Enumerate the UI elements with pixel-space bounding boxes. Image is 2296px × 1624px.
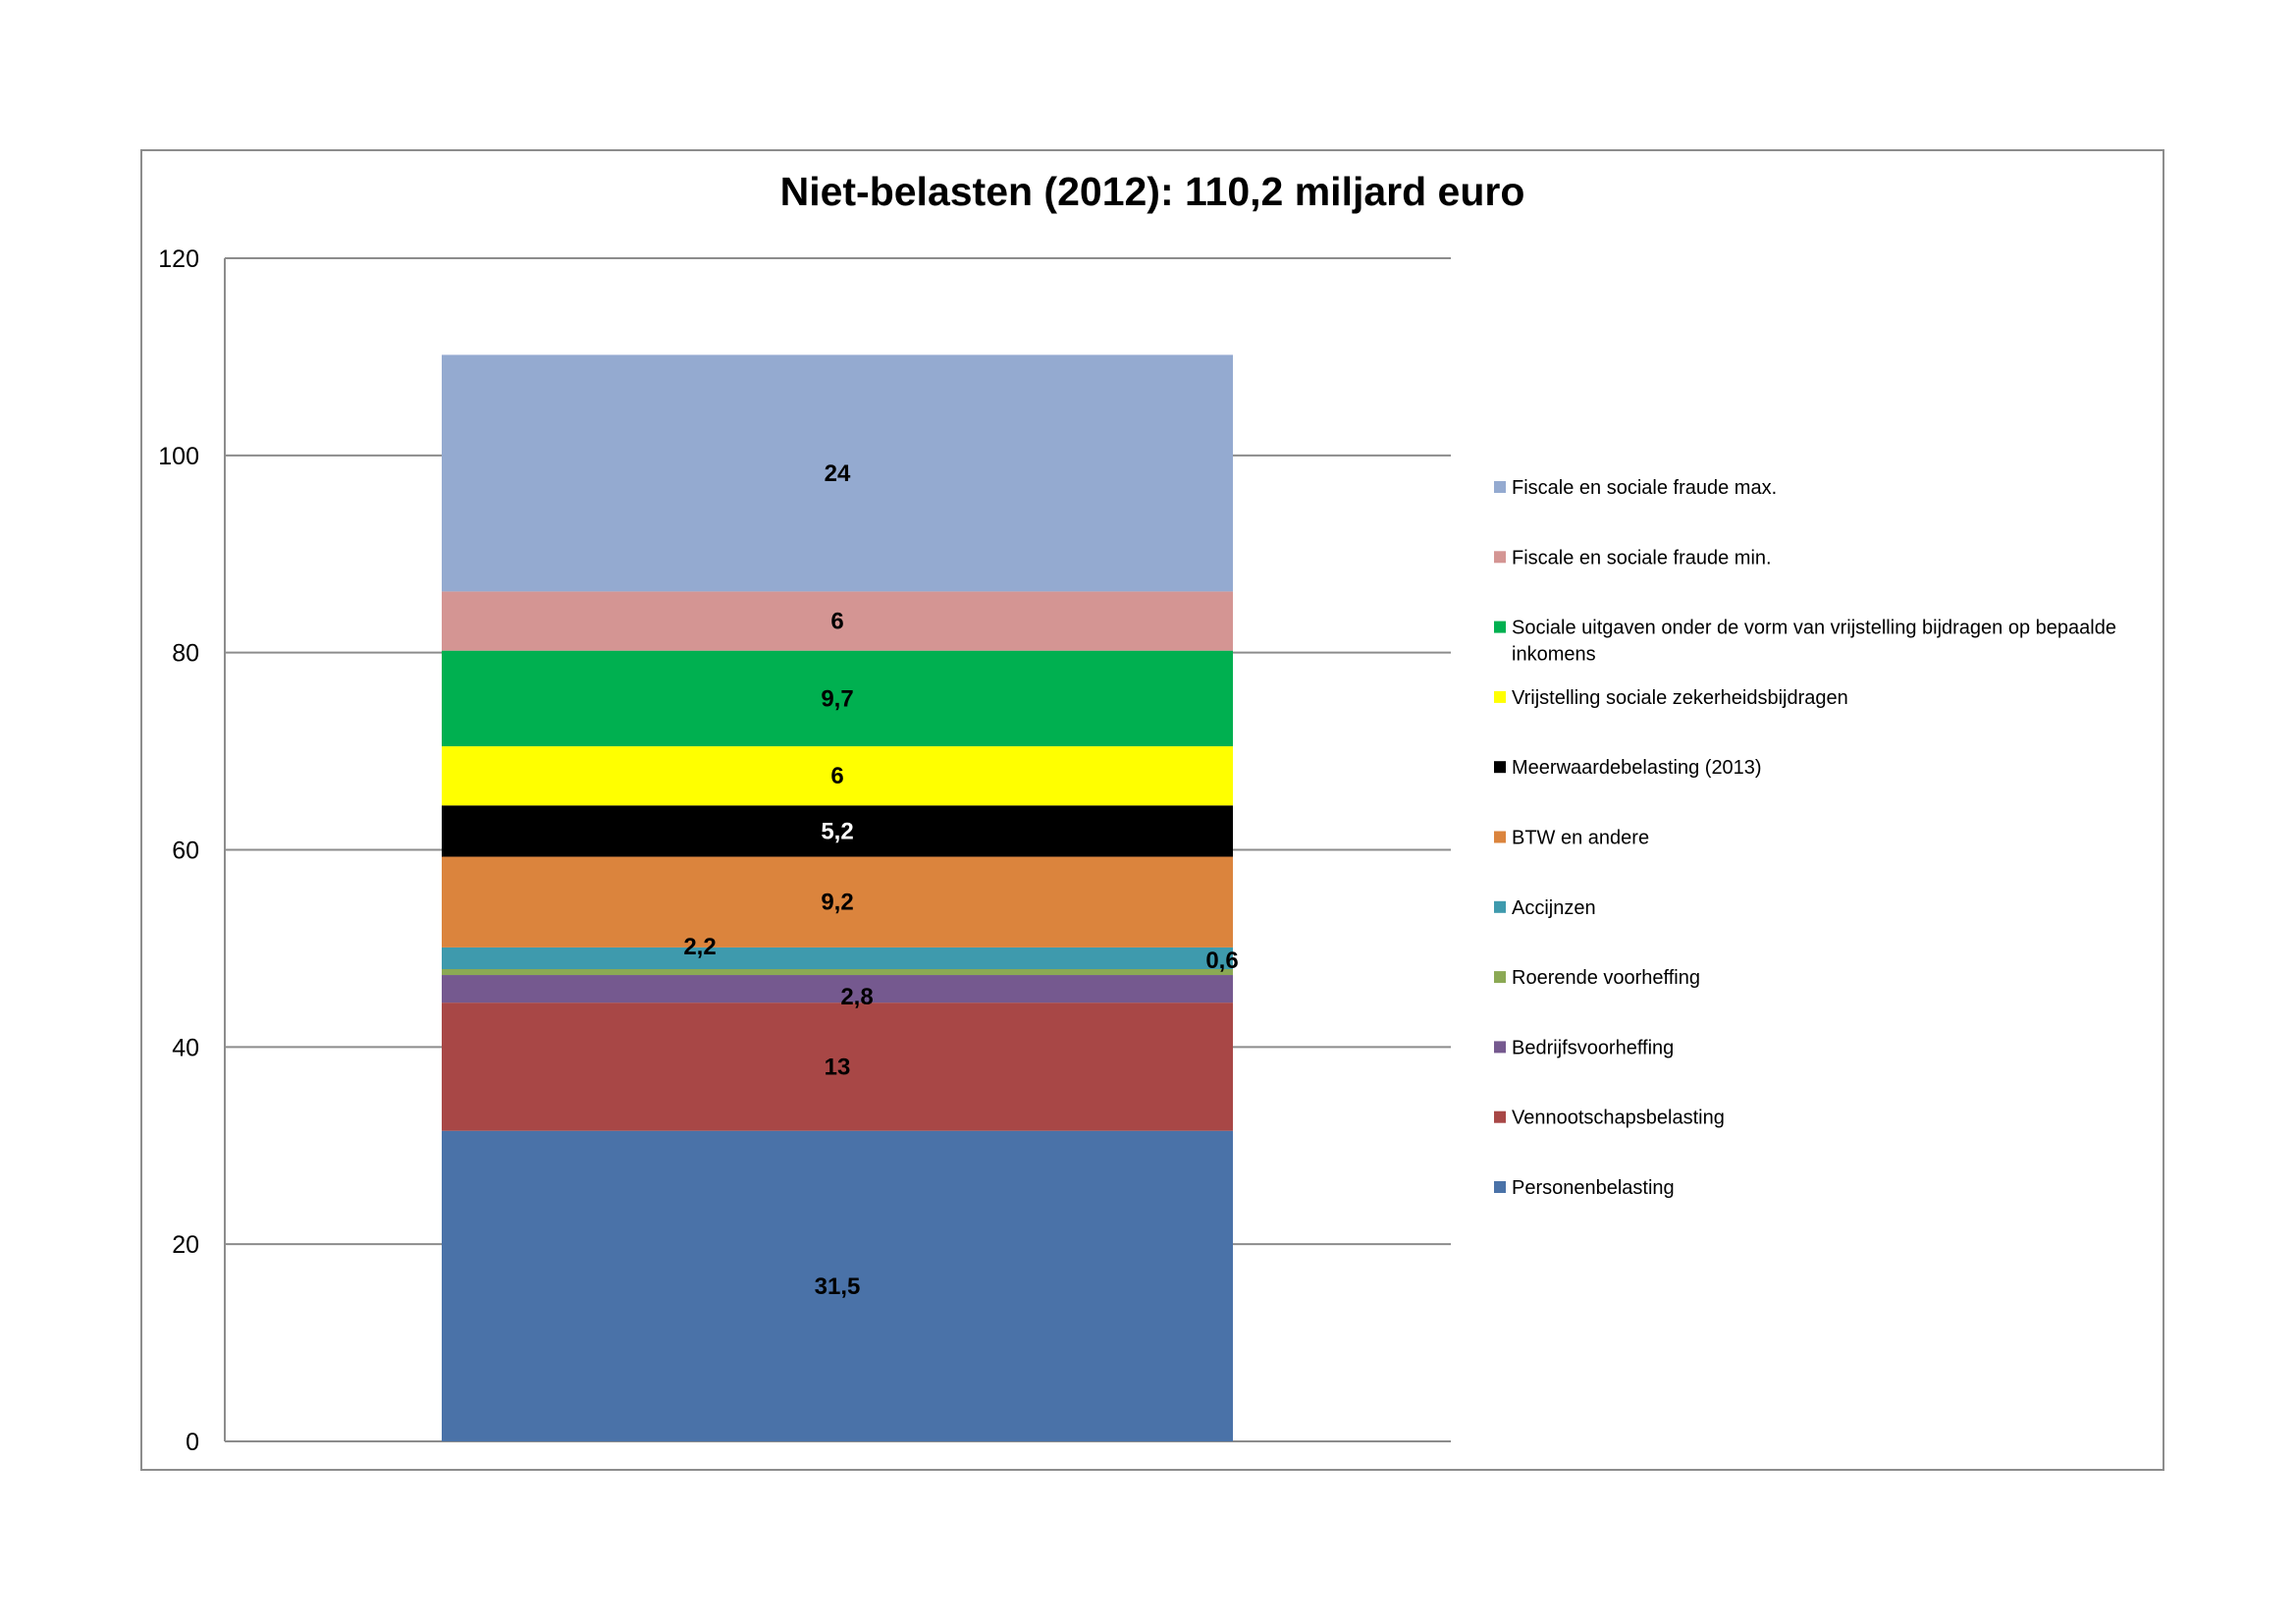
- data-label-btw-en-andere: 9,2: [821, 890, 853, 916]
- data-label-vennootschapsbelasting: 13: [825, 1054, 851, 1080]
- y-tick-label: 120: [158, 245, 199, 273]
- bar-segment-meerwaardebelasting-2013: [442, 805, 1233, 857]
- bar-segment-fiscale-en-sociale-fraude-min: [442, 591, 1233, 651]
- legend-swatch-meerwaardebelasting-2013: [1494, 761, 1506, 774]
- legend-label-accijnzen: Accijnzen: [1512, 897, 1596, 919]
- legend-swatch-fiscale-en-sociale-fraude-min: [1494, 551, 1506, 564]
- legend-swatch-bedrijfsvoorheffing: [1494, 1041, 1506, 1054]
- chart-title: Niet-belasten (2012): 110,2 miljard euro: [779, 169, 1525, 214]
- data-label-sociale-uitgaven-onder-de-vorm-van-vrijstelling-bijdragen-op-bepaalde-inkomens: 9,7: [821, 685, 853, 712]
- legend-label-vennootschapsbelasting: Vennootschapsbelasting: [1512, 1108, 1725, 1129]
- data-label-vrijstelling-sociale-zekerheidsbijdragen: 6: [830, 763, 843, 789]
- bar-segment-fiscale-en-sociale-fraude-max: [442, 354, 1233, 592]
- legend-swatch-btw-en-andere: [1494, 831, 1506, 843]
- legend-swatch-personenbelasting: [1494, 1181, 1506, 1193]
- y-tick-label: 40: [172, 1034, 199, 1061]
- data-label-personenbelasting: 31,5: [815, 1273, 861, 1300]
- y-tick-label: 100: [158, 443, 199, 470]
- bar-segment-sociale-uitgaven-onder-de-vorm-van-vrijstelling-bijdragen-op-bepaalde-inkomens: [442, 650, 1233, 747]
- data-label-accijnzen: 2,2: [683, 934, 716, 960]
- y-tick-label: 60: [172, 838, 199, 865]
- y-tick-label: 20: [172, 1231, 199, 1259]
- data-label-fiscale-en-sociale-fraude-min: 6: [830, 609, 843, 635]
- legend-swatch-vennootschapsbelasting: [1494, 1110, 1506, 1123]
- data-label-meerwaardebelasting-2013: 5,2: [821, 818, 853, 844]
- legend-swatch-fiscale-en-sociale-fraude-max: [1494, 481, 1506, 493]
- legend-label-btw-en-andere: BTW en andere: [1512, 828, 1649, 849]
- legend-label-sociale-uitgaven-onder-de-vorm-van-vrijstelling-bijdragen-op-bepaalde-inkomens: Sociale uitgaven onder de vorm van vrijs…: [1512, 618, 2116, 666]
- y-tick-label: 0: [186, 1429, 199, 1456]
- bar-segment-vrijstelling-sociale-zekerheidsbijdragen: [442, 746, 1233, 806]
- bar-segment-roerende-voorheffing: [442, 969, 1233, 976]
- bar-segment-personenbelasting: [442, 1130, 1233, 1441]
- bar-segment-btw-en-andere: [442, 856, 1233, 947]
- data-label-roerende-voorheffing: 0,6: [1205, 947, 1238, 974]
- legend-swatch-accijnzen: [1494, 900, 1506, 913]
- legend-label-vrijstelling-sociale-zekerheidsbijdragen: Vrijstelling sociale zekerheidsbijdragen: [1512, 687, 1848, 709]
- legend-label-personenbelasting: Personenbelasting: [1512, 1177, 1675, 1199]
- legend-label-fiscale-en-sociale-fraude-max: Fiscale en sociale fraude max.: [1512, 477, 1777, 499]
- legend-label-roerende-voorheffing: Roerende voorheffing: [1512, 967, 1700, 989]
- y-tick-label: 80: [172, 640, 199, 668]
- legend-label-fiscale-en-sociale-fraude-min: Fiscale en sociale fraude min.: [1512, 547, 1772, 568]
- data-label-fiscale-en-sociale-fraude-max: 24: [825, 460, 851, 487]
- legend-label-meerwaardebelasting-2013: Meerwaardebelasting (2013): [1512, 757, 1762, 779]
- bar-segment-bedrijfsvoorheffing: [442, 975, 1233, 1003]
- legend-swatch-sociale-uitgaven-onder-de-vorm-van-vrijstelling-bijdragen-op-bepaalde-inkomens: [1494, 621, 1506, 633]
- legend-swatch-roerende-voorheffing: [1494, 971, 1506, 984]
- bar-segment-vennootschapsbelasting: [442, 1002, 1233, 1131]
- bar-segment-accijnzen: [442, 947, 1233, 970]
- legend-swatch-vrijstelling-sociale-zekerheidsbijdragen: [1494, 690, 1506, 703]
- data-label-bedrijfsvoorheffing: 2,8: [840, 984, 873, 1010]
- legend-label-bedrijfsvoorheffing: Bedrijfsvoorheffing: [1512, 1037, 1674, 1058]
